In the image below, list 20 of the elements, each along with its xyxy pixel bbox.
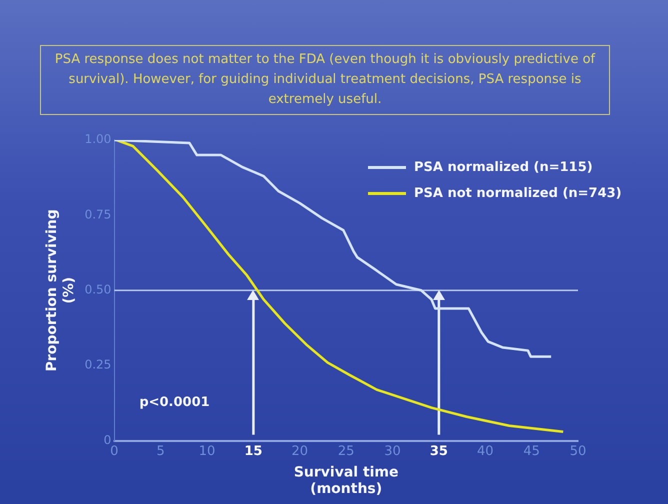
chart-title: PSA response does not matter to the FDA (even though it is obviously predictive of survival). However, for guiding individual treatment decisions, PSA response is extremely useful. <box>40 45 610 115</box>
legend-label: PSA not normalized (n=743) <box>414 186 622 200</box>
y-tick-label: 0.75 <box>84 207 112 222</box>
x-tick-label: 20 <box>292 444 308 459</box>
x-tick-label: 15 <box>244 444 262 459</box>
x-tick-label: 40 <box>476 444 494 459</box>
x-tick-label: 50 <box>570 444 586 459</box>
annotation: p<0.0001 <box>139 394 210 410</box>
x-tick-label: 45 <box>523 444 540 459</box>
y-tick-label: 0 <box>104 432 112 447</box>
x-tick-label: 30 <box>384 444 401 459</box>
y-axis-title: Proportion surviving (%) <box>44 209 77 372</box>
y-tick-label: 0.25 <box>84 358 112 372</box>
x-axis-title: Survival time (months) <box>294 464 399 498</box>
x-tick-label: 5 <box>156 444 165 459</box>
y-tick-label: 0.50 <box>84 282 112 297</box>
legend-label: PSA normalized (n=115) <box>414 160 593 174</box>
x-tick-label: 25 <box>338 444 354 459</box>
x-tick-label: 10 <box>198 444 216 459</box>
x-tick-label: 35 <box>430 444 448 459</box>
